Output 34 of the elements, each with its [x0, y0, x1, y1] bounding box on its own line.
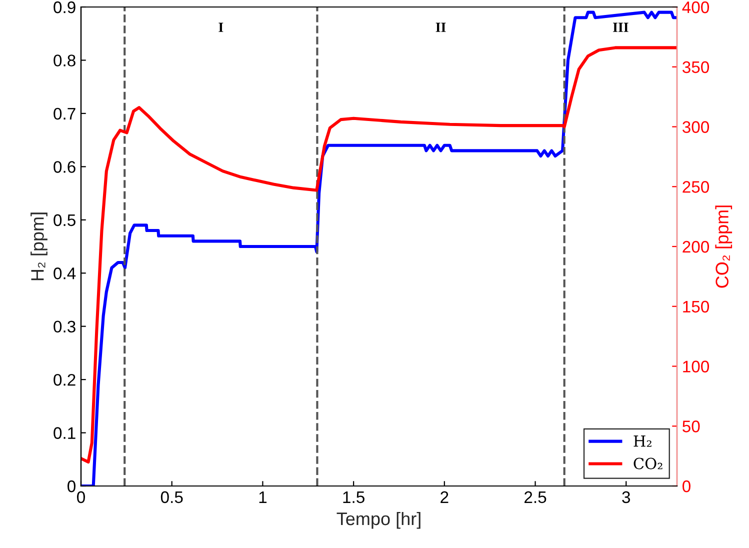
x-tick-label: 0.5	[160, 491, 183, 504]
y2-tick-label: 200	[682, 240, 710, 253]
y-axis-title: H₂ [ppm]	[30, 212, 48, 280]
y2-tick-label: 150	[683, 300, 710, 313]
y-tick-label: 0.6	[54, 161, 76, 173]
x-axis-title: Tempo [hr]	[336, 512, 420, 529]
y-tick-label: 0.9	[54, 1, 76, 14]
y-tick-label: 0.4	[54, 268, 76, 280]
y2-tick-label: 350	[682, 61, 710, 74]
y2-tick-label: 50	[682, 420, 700, 432]
y2-tick-label: 300	[682, 121, 710, 133]
y-tick-label: 0.3	[54, 320, 76, 333]
x-tick-label: 2	[440, 491, 448, 503]
y2-axis-title: CO₂ [ppm]	[715, 206, 732, 288]
y2-tick-label: 100	[683, 360, 710, 372]
y-tick-label: 0.1	[54, 427, 76, 439]
y-tick-label: 0	[68, 480, 76, 492]
y-tick-label: 0.2	[54, 374, 76, 386]
y-tick-label: 0.8	[54, 54, 76, 66]
annotation: I	[218, 22, 224, 32]
y2-tick-label: 250	[682, 181, 710, 193]
x-tick-label: 3	[622, 491, 630, 504]
y-tick-label: 0.7	[54, 108, 76, 120]
x-tick-label: 1.5	[343, 491, 364, 504]
annotation: III	[613, 22, 628, 32]
legend-label: CO₂	[634, 458, 662, 470]
legend-label: H₂	[634, 436, 652, 447]
x-tick-label: 0	[77, 491, 85, 504]
y-tick-label: 0.5	[54, 214, 76, 226]
annotation: II	[436, 22, 446, 32]
x-tick-label: 1	[259, 491, 267, 503]
y2-tick-label: 400	[682, 1, 710, 14]
y2-tick-label: 0	[682, 480, 690, 492]
x-tick-label: 2.5	[524, 491, 546, 504]
